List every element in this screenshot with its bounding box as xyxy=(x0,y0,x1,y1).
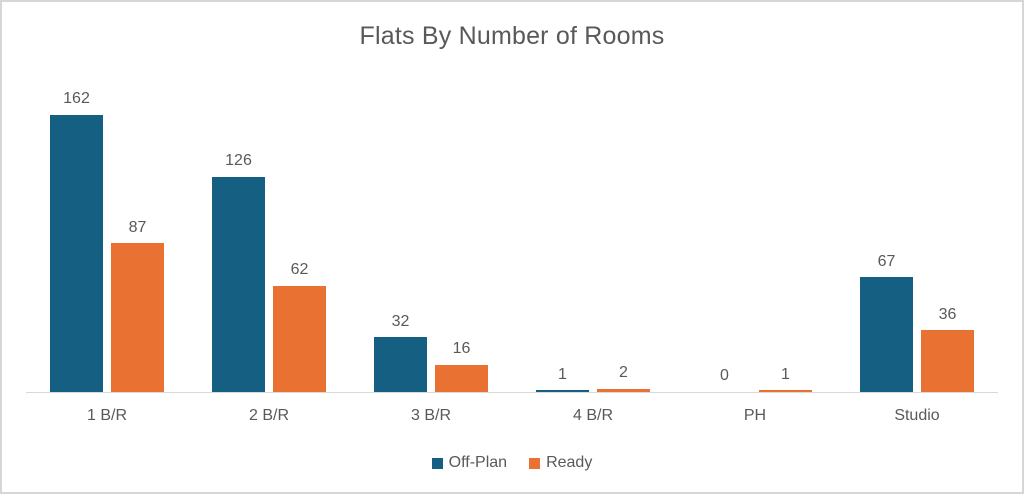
bar-group: 162 xyxy=(50,90,103,392)
x-axis-label: PH xyxy=(743,407,767,424)
bar-group: 16 xyxy=(435,340,488,392)
data-label: 67 xyxy=(877,252,896,270)
bar xyxy=(597,388,650,392)
data-label: 2 xyxy=(619,364,628,381)
bar-group: 36 xyxy=(921,306,974,392)
x-axis-label: 2 B/R xyxy=(248,407,289,424)
bar-group: 126 xyxy=(212,152,265,392)
bar-group: 2 xyxy=(597,364,650,392)
bar-group: 32 xyxy=(374,313,427,392)
bar xyxy=(536,390,589,392)
bar xyxy=(759,390,812,392)
bar-group: 62 xyxy=(273,261,326,392)
bar xyxy=(273,286,326,392)
x-axis: 1 B/R 2 B/R 3 B/R 4 B/R PH Studio xyxy=(26,393,998,425)
bar-group: 1 xyxy=(759,366,812,392)
bar xyxy=(921,330,974,392)
data-label: 87 xyxy=(128,218,147,236)
bar-group: 1 xyxy=(536,366,589,392)
legend-item: Off-Plan xyxy=(431,454,508,472)
x-axis-label: 1 B/R xyxy=(86,407,127,424)
x-axis-label: 4 B/R xyxy=(572,407,613,424)
data-label: 1 xyxy=(558,365,567,383)
bar xyxy=(111,243,164,392)
bar xyxy=(435,364,488,392)
legend-item: Ready xyxy=(529,454,592,472)
data-label: 162 xyxy=(63,90,90,108)
data-label: 0 xyxy=(720,367,729,385)
category-group: 67 36 xyxy=(836,72,998,392)
category-group: 162 87 xyxy=(26,72,188,392)
data-label: 36 xyxy=(938,305,957,323)
category-group: 126 62 xyxy=(188,72,350,392)
legend-label: Ready xyxy=(546,454,593,471)
bar-group: 0 xyxy=(698,367,751,392)
legend-label: Off-Plan xyxy=(448,454,508,471)
legend-swatch-icon xyxy=(431,457,443,469)
bar xyxy=(374,337,427,392)
bar xyxy=(50,115,103,392)
category-group: 32 16 xyxy=(350,72,512,392)
data-label: 126 xyxy=(225,151,252,169)
bar xyxy=(860,277,913,392)
data-label: 16 xyxy=(452,340,471,358)
chart-title: Flats By Number of Rooms xyxy=(359,22,665,50)
legend-swatch-icon xyxy=(529,457,541,469)
bar-group: 67 xyxy=(860,253,913,392)
bar xyxy=(212,176,265,392)
x-axis-label: Studio xyxy=(894,407,940,424)
bar-group: 87 xyxy=(111,219,164,392)
data-label: 62 xyxy=(290,261,309,279)
plot-area: 162 87 126 62 32 16 1 2 0 1 67 36 xyxy=(26,72,998,393)
x-axis-label: 3 B/R xyxy=(410,407,451,424)
data-label: 1 xyxy=(781,365,790,383)
legend: Off-Plan Ready xyxy=(2,454,1022,472)
data-label: 32 xyxy=(391,312,410,330)
